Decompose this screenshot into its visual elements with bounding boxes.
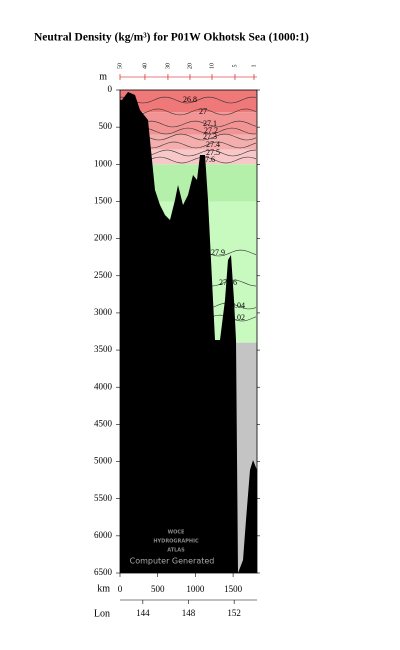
x-axis-label: km [97,583,110,594]
plot-frame [119,89,258,574]
x2-tick-label: 144 [136,608,150,618]
y-tick-label: 500 [99,121,113,131]
x-tick-label: 0 [118,584,123,594]
x2-tick-label: 148 [182,608,196,618]
station-label: 50 [117,63,123,69]
y-tick-label: 0 [108,84,113,94]
contour-label: 27.9 [211,248,225,257]
contour-label: 27.5 [206,148,220,157]
contour-label: 26.8 [183,95,197,104]
contour-label: 27.6 [201,155,215,164]
contour-label: 28.04 [227,301,245,310]
y-tick-label: 1500 [94,196,113,206]
x-tick-label: 500 [151,584,165,594]
y-axis-label: m [99,71,107,82]
contour-label: 27.4 [206,140,220,149]
x-tick-label: 1000 [186,584,205,594]
station-label: 40 [142,63,148,69]
density-layer [120,134,257,150]
x-tick-label: 1500 [224,584,243,594]
y-tick-label: 3500 [94,344,113,354]
y-tick-label: 4500 [94,418,113,428]
contour-label: 27 [199,107,207,116]
chart-title: Neutral Density (kg/m³) for P01W Okhotsk… [34,32,309,44]
y-tick-label: 6000 [94,530,113,540]
y-tick-label: 5000 [94,456,113,466]
station-label: 1 [251,65,257,68]
bathymetry [120,92,257,573]
y-tick-label: 2000 [94,233,113,243]
y-tick-label: 4000 [94,381,113,391]
contour-label: 27.3 [203,132,217,141]
y-tick-label: 2500 [94,270,113,280]
station-label: 10 [209,63,215,69]
note: Computer Generated [130,557,215,566]
watermark: WOCE [168,530,185,536]
density-layer [120,90,257,113]
density-layer [120,112,257,135]
station-label: 20 [187,63,193,69]
x2-axis-label: Lon [94,608,110,619]
watermark: ATLAS [167,548,185,554]
y-tick-label: 1000 [94,158,113,168]
station-label: 30 [165,63,171,69]
contour-label: 27.1 [203,119,217,128]
contour-line [119,96,257,104]
y-tick-label: 5500 [94,493,113,503]
station-label: 5 [232,65,238,68]
contour-label: 27.96 [219,278,237,287]
x2-tick-label: 152 [227,608,241,618]
watermark: HYDROGRAPHIC [153,539,199,545]
y-tick-label: 3000 [94,307,113,317]
y-tick-label: 6500 [94,567,113,577]
contour-label: 28.02 [227,313,245,322]
contour-label: 27.2 [204,126,218,135]
